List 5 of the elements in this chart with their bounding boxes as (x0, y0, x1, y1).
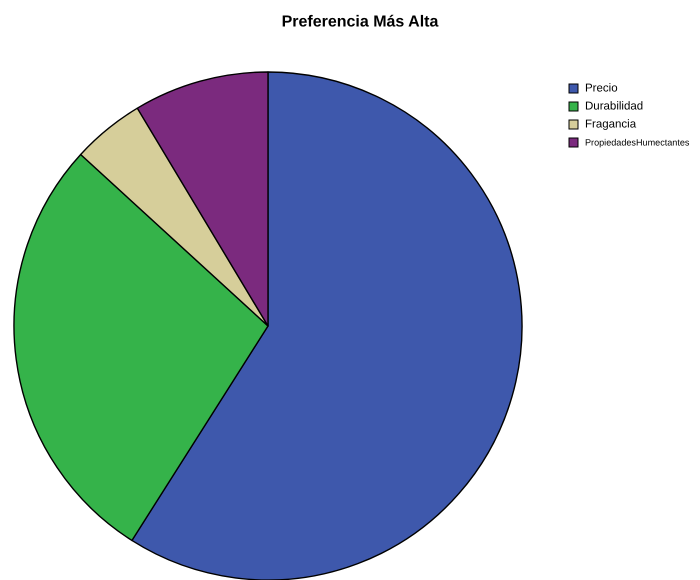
legend-label: Fragancia (585, 118, 637, 130)
chart-title: Preferencia Más Alta (282, 14, 439, 30)
legend-label: PropiedadesHumectantes (585, 138, 690, 148)
legend-label: Durabilidad (585, 100, 644, 112)
legend-label: Precio (585, 82, 618, 94)
